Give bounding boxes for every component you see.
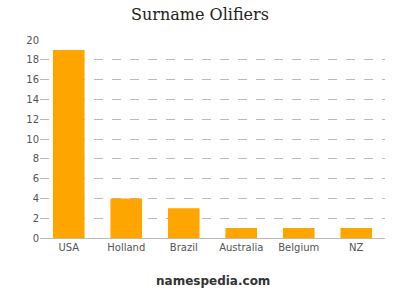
svg-text:8: 8 (33, 153, 39, 164)
svg-text:namespedia.com: namespedia.com (156, 274, 270, 288)
svg-text:0: 0 (33, 233, 39, 244)
svg-text:Australia: Australia (219, 242, 263, 253)
svg-text:16: 16 (26, 74, 39, 85)
svg-text:2: 2 (33, 213, 39, 224)
svg-text:Surname Olifiers: Surname Olifiers (131, 5, 269, 24)
svg-text:USA: USA (58, 242, 79, 253)
svg-text:NZ: NZ (349, 242, 363, 253)
svg-text:14: 14 (26, 94, 39, 105)
svg-text:18: 18 (26, 54, 39, 65)
svg-text:6: 6 (33, 173, 39, 184)
svg-text:Holland: Holland (107, 242, 145, 253)
svg-text:20: 20 (26, 35, 39, 46)
svg-text:4: 4 (33, 193, 39, 204)
svg-text:Brazil: Brazil (170, 242, 198, 253)
svg-text:Belgium: Belgium (278, 242, 319, 253)
svg-text:10: 10 (26, 134, 39, 145)
svg-text:12: 12 (26, 114, 39, 125)
